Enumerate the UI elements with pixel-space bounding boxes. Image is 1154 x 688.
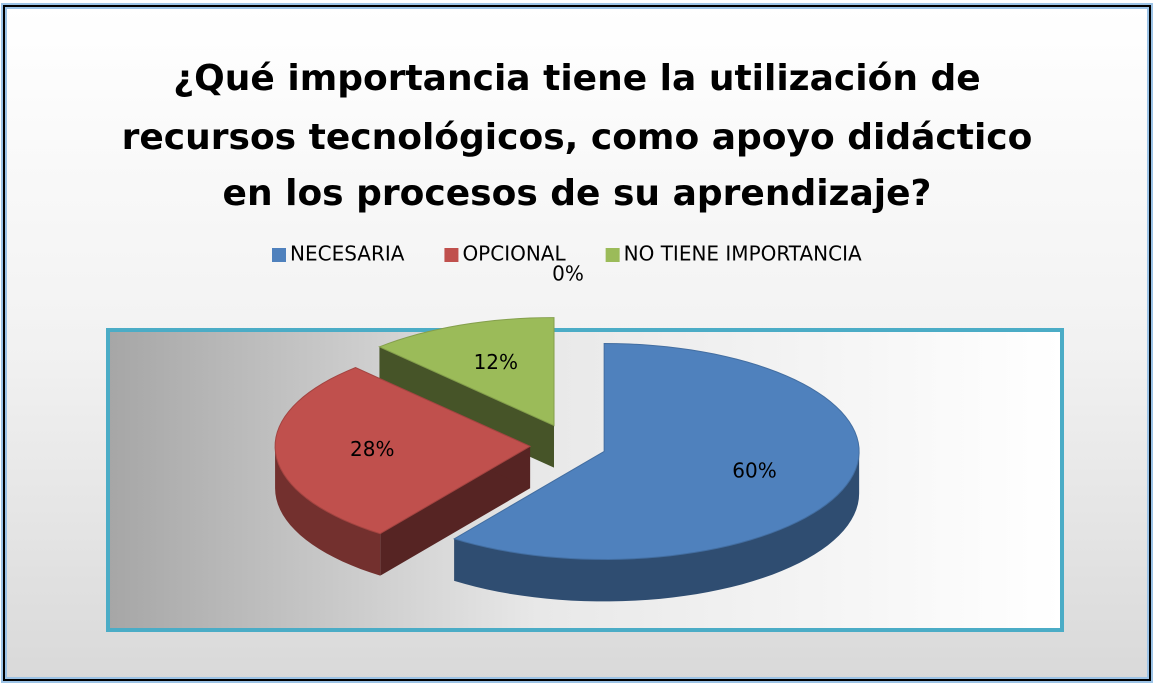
data-label: 0% (552, 261, 584, 285)
slice-top (274, 367, 532, 535)
legend-label: NO TIENE IMPORTANCIA (624, 242, 862, 266)
data-label: 28% (350, 437, 394, 461)
legend-label: OPCIONAL (462, 242, 566, 266)
title-line: recursos tecnológicos, como apoyo didáct… (122, 117, 1033, 158)
title-line: ¿Qué importancia tiene la utilización de (173, 58, 980, 99)
legend-swatch (444, 248, 459, 262)
slice-top (378, 317, 555, 427)
slice-side (380, 446, 531, 576)
slice-top (452, 342, 860, 560)
data-label: 60% (732, 459, 776, 483)
legend-swatch (605, 248, 620, 262)
slice-wall (454, 451, 860, 602)
title: ¿Qué importancia tiene la utilización de… (122, 58, 1033, 214)
title-line: en los procesos de su aprendizaje? (223, 173, 932, 214)
legend-swatch (272, 248, 286, 262)
legend: NECESARIA OPCIONAL NO TIENE IMPORTANCIA (272, 242, 862, 266)
slice (452, 342, 860, 602)
chart-border (3, 5, 1151, 681)
slice (274, 367, 532, 576)
data-label: 12% (474, 350, 518, 374)
legend-label: NECESARIA (290, 242, 405, 266)
slice-wall (275, 446, 381, 576)
